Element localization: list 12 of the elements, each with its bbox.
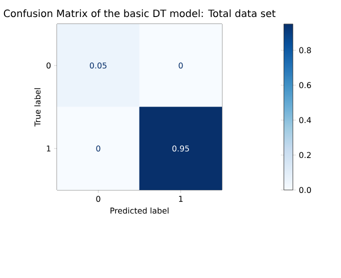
data-label: 0	[178, 62, 183, 69]
chart-title: Confusion Matrix of the basic DT model: Total data set	[4, 9, 276, 18]
color-bar-label: 0.6	[299, 82, 311, 88]
y-axis-title: True label	[34, 88, 41, 126]
color-bar-label: 0.2	[299, 152, 311, 158]
data-label: 0.05	[90, 62, 106, 69]
color-bar-label: 0.8	[299, 47, 311, 54]
data-label: 0.95	[172, 145, 189, 152]
color-bar-label: 0.4	[299, 117, 312, 124]
color-bar-label: 0.0	[299, 186, 311, 194]
x-axis-title: Predicted label	[110, 207, 168, 214]
data-label: 0	[96, 145, 100, 152]
